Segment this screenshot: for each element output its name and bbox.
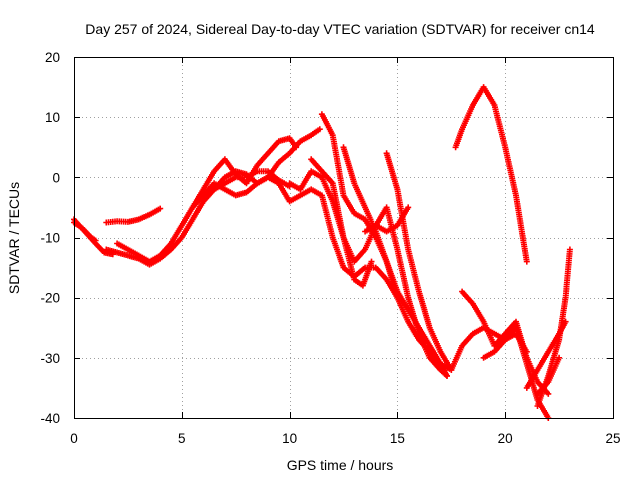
series-track-3 bbox=[103, 205, 164, 226]
series-track-16 bbox=[480, 324, 552, 421]
series-track-14 bbox=[452, 84, 530, 265]
series-track-19 bbox=[534, 354, 563, 397]
point-marks bbox=[211, 126, 323, 193]
series-track-11 bbox=[308, 156, 375, 289]
point-marks bbox=[534, 354, 563, 397]
series-track-12 bbox=[362, 204, 450, 379]
x-tick-label: 10 bbox=[282, 431, 297, 446]
point-marks bbox=[103, 205, 164, 226]
y-tick-label: 10 bbox=[45, 110, 60, 125]
data-points bbox=[71, 84, 573, 421]
y-tick-label: -30 bbox=[40, 351, 60, 366]
x-tick-label: 5 bbox=[178, 431, 186, 446]
y-tick-label: -10 bbox=[40, 231, 60, 246]
point-marks bbox=[452, 84, 530, 265]
y-tick-label: 0 bbox=[52, 170, 60, 185]
axis-ticks: 0 5 10 15 20 25 -40 -30 -20 -10 0 10 20 bbox=[40, 50, 620, 446]
x-tick-label: 25 bbox=[605, 431, 620, 446]
chart-title: Day 257 of 2024, Sidereal Day-to-day VTE… bbox=[85, 21, 595, 37]
y-tick-label: 20 bbox=[45, 50, 60, 65]
series-track-18 bbox=[523, 318, 569, 391]
point-marks bbox=[523, 318, 569, 391]
x-tick-label: 20 bbox=[498, 431, 513, 446]
point-marks bbox=[308, 156, 375, 289]
x-tick-label: 15 bbox=[390, 431, 405, 446]
y-tick-label: -20 bbox=[40, 291, 60, 306]
y-axis-title: SDTVAR / TECUs bbox=[6, 182, 22, 294]
series-track-7 bbox=[211, 126, 323, 193]
x-tick-label: 0 bbox=[70, 431, 78, 446]
point-marks bbox=[362, 204, 450, 379]
y-tick-label: -40 bbox=[40, 411, 60, 426]
x-axis-title: GPS time / hours bbox=[287, 457, 394, 473]
point-marks bbox=[480, 324, 552, 421]
grid-lines bbox=[74, 57, 613, 418]
